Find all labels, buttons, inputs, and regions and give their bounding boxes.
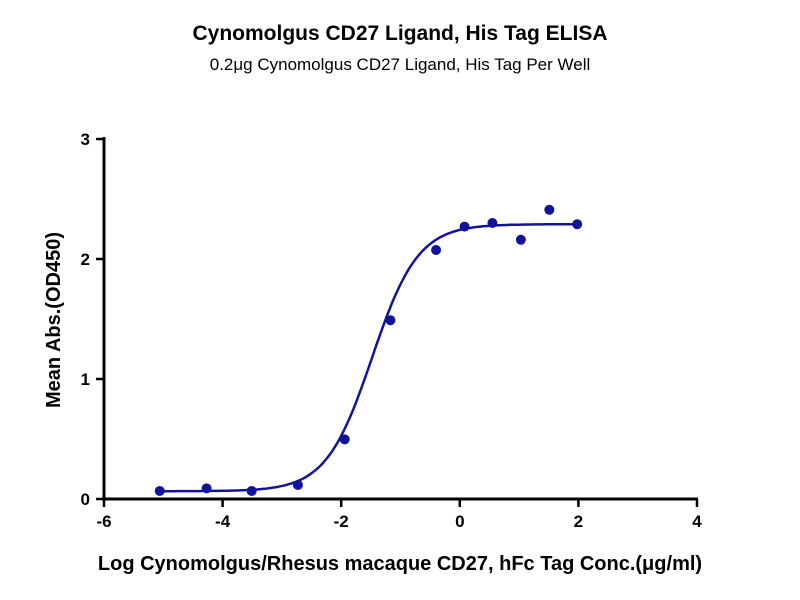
chart-title: Cynomolgus CD27 Ligand, His Tag ELISA — [193, 22, 608, 45]
data-point — [292, 479, 303, 490]
x-tick-label: 2 — [574, 512, 583, 531]
x-tick-label: -6 — [96, 512, 111, 531]
y-tick-label: 0 — [81, 490, 90, 509]
y-tick-label: 1 — [81, 370, 90, 389]
data-point — [572, 219, 583, 230]
data-point — [154, 485, 165, 496]
y-tick-label: 3 — [81, 130, 90, 149]
y-axis-label: Mean Abs.(OD450) — [43, 232, 65, 408]
data-point — [385, 315, 396, 326]
data-point — [339, 434, 350, 445]
x-tick-label: 0 — [455, 512, 464, 531]
data-point — [459, 221, 470, 232]
x-tick-label: -4 — [215, 512, 231, 531]
data-point — [515, 234, 526, 245]
data-point — [246, 485, 257, 496]
x-axis-label: Log Cynomolgus/Rhesus macaque CD27, hFc … — [98, 553, 702, 575]
x-tick-label: 4 — [692, 512, 702, 531]
data-point — [487, 218, 498, 228]
data-point — [201, 483, 212, 494]
chart-subtitle: 0.2μg Cynomolgus CD27 Ligand, His Tag Pe… — [210, 55, 591, 74]
y-tick-label: 2 — [81, 250, 90, 269]
data-point — [431, 245, 442, 255]
data-point — [544, 204, 555, 215]
fit-curve — [159, 222, 578, 493]
x-tick-label: -2 — [334, 512, 349, 531]
